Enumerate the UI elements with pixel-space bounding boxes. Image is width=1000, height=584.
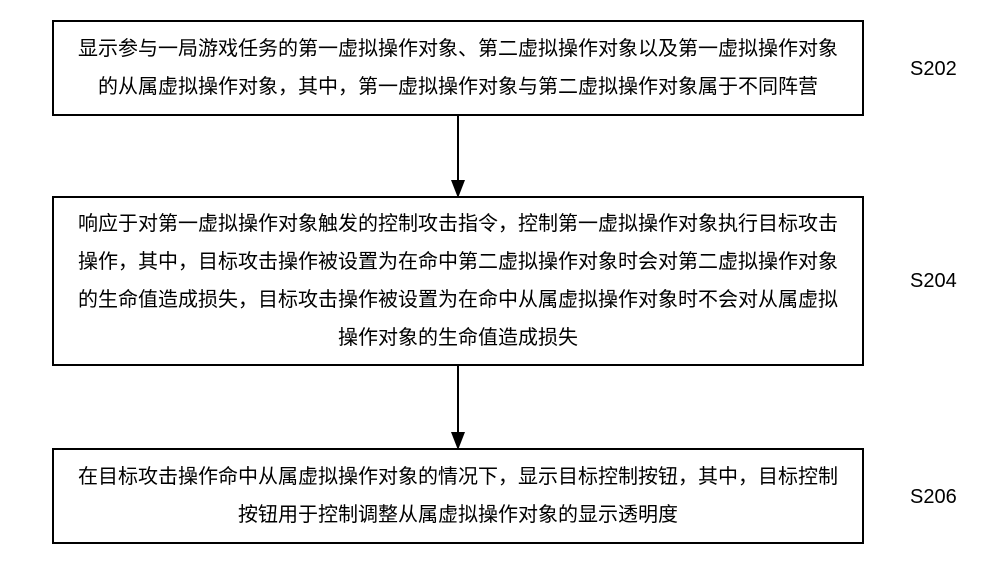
flow-label-s206: S206 xyxy=(910,486,957,509)
flow-label-s204: S204 xyxy=(910,270,957,293)
flow-node-text: 在目标攻击操作命中从属虚拟操作对象的情况下，显示目标控制按钮，其中，目标控制按钮… xyxy=(72,458,844,534)
flow-node-s202: 显示参与一局游戏任务的第一虚拟操作对象、第二虚拟操作对象以及第一虚拟操作对象的从… xyxy=(52,20,864,116)
flow-label-s202: S202 xyxy=(910,58,957,81)
flow-node-text: 显示参与一局游戏任务的第一虚拟操作对象、第二虚拟操作对象以及第一虚拟操作对象的从… xyxy=(72,30,844,106)
flow-node-s204: 响应于对第一虚拟操作对象触发的控制攻击指令，控制第一虚拟操作对象执行目标攻击操作… xyxy=(52,196,864,366)
flowchart-canvas: 显示参与一局游戏任务的第一虚拟操作对象、第二虚拟操作对象以及第一虚拟操作对象的从… xyxy=(0,0,1000,584)
flow-node-text: 响应于对第一虚拟操作对象触发的控制攻击指令，控制第一虚拟操作对象执行目标攻击操作… xyxy=(72,205,844,357)
flow-node-s206: 在目标攻击操作命中从属虚拟操作对象的情况下，显示目标控制按钮，其中，目标控制按钮… xyxy=(52,448,864,544)
